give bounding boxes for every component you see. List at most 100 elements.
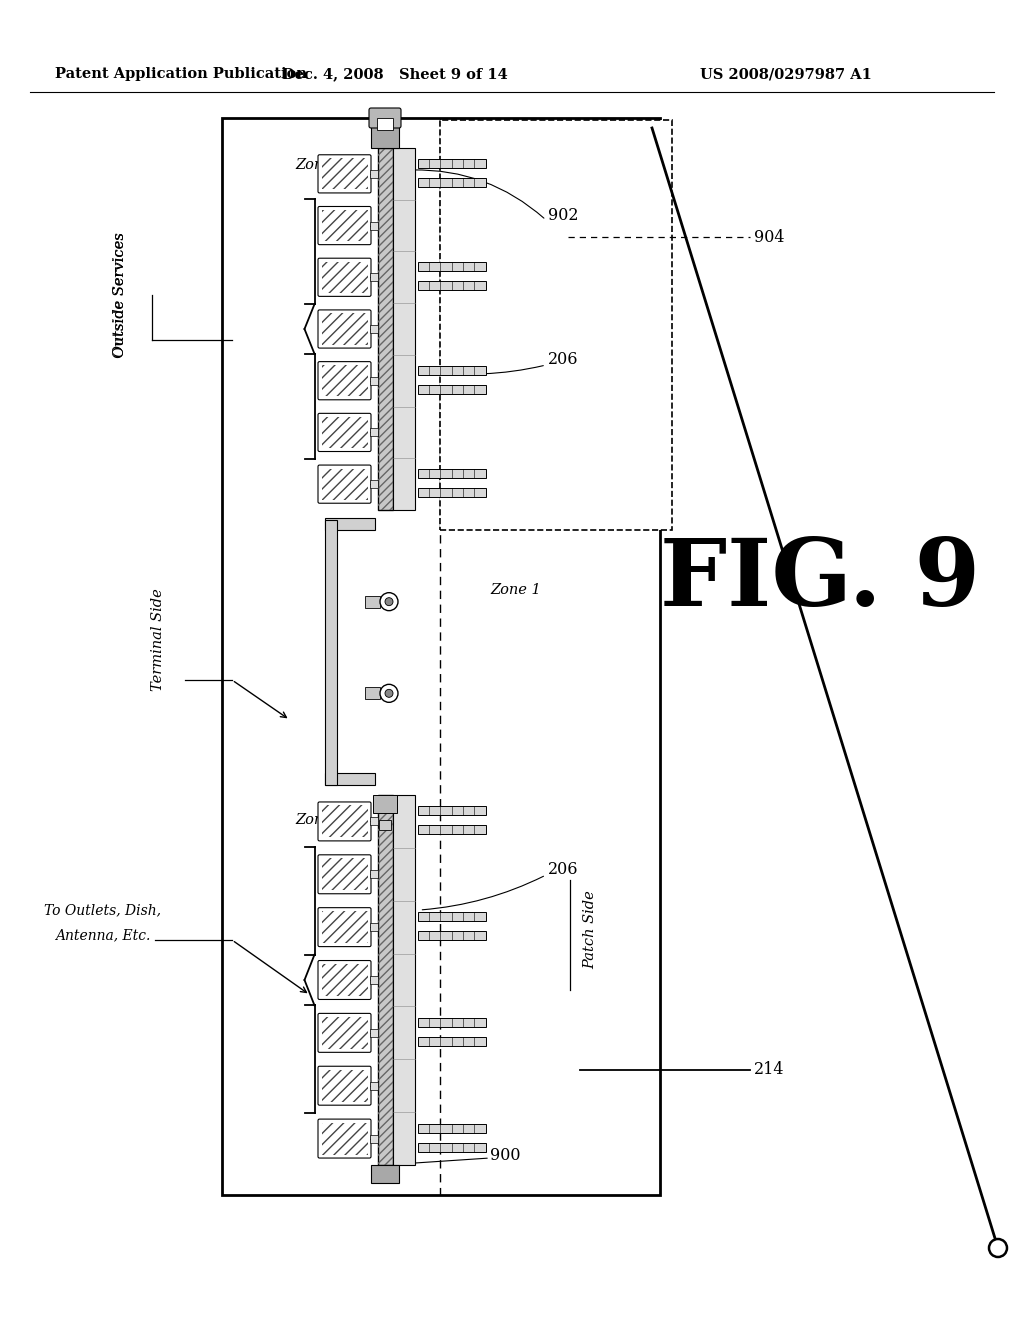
Bar xyxy=(370,975,378,983)
Bar xyxy=(370,1135,378,1143)
Bar xyxy=(418,825,485,834)
FancyBboxPatch shape xyxy=(318,413,371,451)
Bar xyxy=(322,964,368,997)
Text: Antenna, Etc.: Antenna, Etc. xyxy=(55,928,151,942)
Text: 214: 214 xyxy=(754,1061,784,1078)
Bar xyxy=(370,1081,378,1090)
Bar xyxy=(370,222,378,230)
Bar xyxy=(418,158,485,168)
Bar xyxy=(322,858,368,890)
FancyBboxPatch shape xyxy=(318,310,371,348)
Text: Outside Services: Outside Services xyxy=(113,232,127,358)
Bar xyxy=(370,1028,378,1036)
Text: Dec. 4, 2008   Sheet 9 of 14: Dec. 4, 2008 Sheet 9 of 14 xyxy=(283,67,508,81)
Bar xyxy=(373,795,397,813)
FancyBboxPatch shape xyxy=(369,108,401,128)
Bar xyxy=(418,807,485,816)
Bar xyxy=(365,688,380,700)
Bar xyxy=(322,1122,368,1155)
Bar xyxy=(370,429,378,437)
Bar xyxy=(370,923,378,931)
Bar xyxy=(325,520,337,785)
Bar xyxy=(370,480,378,488)
Bar xyxy=(418,931,485,940)
Text: 904: 904 xyxy=(754,228,784,246)
Bar xyxy=(322,158,368,190)
Bar xyxy=(392,148,415,510)
Text: Patent Application Publication: Patent Application Publication xyxy=(55,67,307,81)
Bar xyxy=(371,1166,399,1183)
Circle shape xyxy=(380,684,398,702)
Circle shape xyxy=(989,1239,1007,1257)
Bar xyxy=(322,210,368,242)
Circle shape xyxy=(380,593,398,611)
Text: Terminal Side: Terminal Side xyxy=(151,589,165,692)
FancyBboxPatch shape xyxy=(318,803,371,841)
Bar xyxy=(377,117,393,129)
Text: 206: 206 xyxy=(548,862,579,879)
Bar xyxy=(365,595,380,607)
Bar xyxy=(418,1123,485,1133)
Bar xyxy=(378,148,392,510)
Bar xyxy=(222,117,660,1195)
Circle shape xyxy=(385,689,393,697)
Bar xyxy=(378,795,392,1166)
Bar xyxy=(418,469,485,478)
Text: Patch Side: Patch Side xyxy=(583,891,597,969)
Text: 902: 902 xyxy=(548,206,579,223)
Bar xyxy=(418,912,485,921)
Bar xyxy=(325,774,375,785)
FancyBboxPatch shape xyxy=(318,465,371,503)
FancyBboxPatch shape xyxy=(318,908,371,946)
Bar xyxy=(418,1143,485,1151)
Bar xyxy=(322,805,368,837)
Bar xyxy=(418,281,485,290)
FancyBboxPatch shape xyxy=(318,154,371,193)
Bar xyxy=(322,469,368,500)
Bar xyxy=(370,170,378,178)
Text: Zone 2: Zone 2 xyxy=(295,813,346,828)
Bar xyxy=(418,384,485,393)
Bar xyxy=(418,263,485,272)
Text: 206: 206 xyxy=(548,351,579,368)
FancyBboxPatch shape xyxy=(318,1067,371,1105)
Circle shape xyxy=(385,598,393,606)
Bar xyxy=(418,1018,485,1027)
Text: Zone 3: Zone 3 xyxy=(295,158,346,172)
Bar xyxy=(378,148,392,510)
Bar xyxy=(392,795,415,1166)
FancyBboxPatch shape xyxy=(318,259,371,297)
Bar xyxy=(418,178,485,187)
FancyBboxPatch shape xyxy=(318,1014,371,1052)
Bar xyxy=(418,366,485,375)
Bar xyxy=(322,313,368,345)
Bar xyxy=(322,911,368,942)
Bar xyxy=(378,795,392,1166)
Bar xyxy=(440,120,672,531)
Bar xyxy=(325,517,375,531)
Text: 900: 900 xyxy=(490,1147,520,1163)
Bar xyxy=(322,366,368,396)
Bar xyxy=(371,125,399,148)
Bar xyxy=(370,376,378,384)
Text: FIG. 9: FIG. 9 xyxy=(659,535,980,624)
FancyBboxPatch shape xyxy=(318,961,371,999)
Text: Outside Services: Outside Services xyxy=(113,232,127,358)
Bar xyxy=(418,488,485,498)
FancyBboxPatch shape xyxy=(318,206,371,244)
Bar xyxy=(418,1036,485,1045)
Text: US 2008/0297987 A1: US 2008/0297987 A1 xyxy=(700,67,871,81)
Text: O: O xyxy=(113,289,127,301)
Bar xyxy=(379,820,391,830)
Text: To Outlets, Dish,: To Outlets, Dish, xyxy=(44,903,162,917)
Text: Zone 1: Zone 1 xyxy=(490,583,541,597)
Bar xyxy=(370,817,378,825)
Bar xyxy=(322,1069,368,1102)
FancyBboxPatch shape xyxy=(318,362,371,400)
Bar xyxy=(322,417,368,447)
Bar xyxy=(370,273,378,281)
Bar xyxy=(322,1016,368,1049)
Bar xyxy=(370,870,378,878)
FancyBboxPatch shape xyxy=(318,1119,371,1158)
FancyBboxPatch shape xyxy=(318,855,371,894)
